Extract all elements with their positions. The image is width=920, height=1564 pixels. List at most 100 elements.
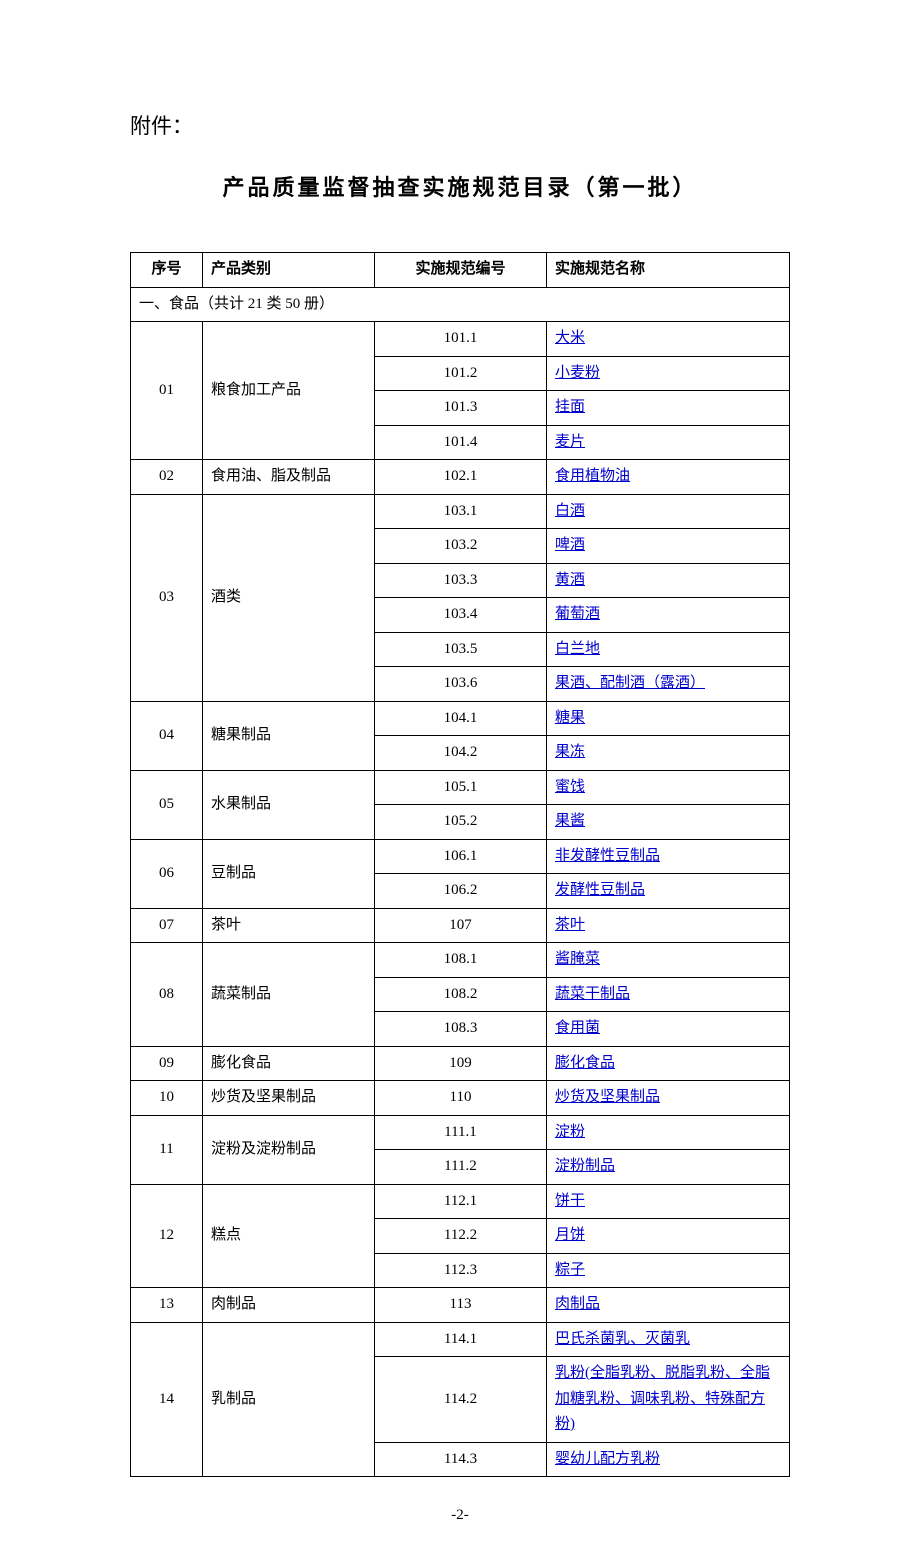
cell-code: 111.2: [375, 1150, 547, 1185]
product-link[interactable]: 非发酵性豆制品: [555, 848, 660, 864]
product-link[interactable]: 蔬菜干制品: [555, 986, 630, 1002]
cell-name: 白酒: [547, 494, 790, 529]
cell-code: 108.1: [375, 943, 547, 978]
cell-code: 110: [375, 1081, 547, 1116]
product-link[interactable]: 炒货及坚果制品: [555, 1089, 660, 1105]
table-body: 一、食品（共计 21 类 50 册）01粮食加工产品101.1 大米 101.2 小麦…: [131, 287, 790, 1477]
cell-category: 水果制品: [203, 770, 375, 839]
table-row: 12糕点112.1饼干: [131, 1184, 790, 1219]
product-link[interactable]: 果冻: [555, 744, 585, 760]
product-link[interactable]: 白兰地: [555, 641, 600, 657]
product-link[interactable]: 挂面: [555, 399, 585, 415]
cell-code: 103.2: [375, 529, 547, 564]
product-link[interactable]: 果酒、配制酒（露酒）: [555, 675, 705, 691]
cell-code: 111.1: [375, 1115, 547, 1150]
cell-name: 啤酒: [547, 529, 790, 564]
header-seq: 序号: [131, 253, 203, 288]
cell-code: 103.6: [375, 667, 547, 702]
cell-name: 非发酵性豆制品: [547, 839, 790, 874]
table-header-row: 序号 产品类别 实施规范编号 实施规范名称: [131, 253, 790, 288]
cell-name: 乳粉(全脂乳粉、脱脂乳粉、全脂加糖乳粉、调味乳粉、特殊配方粉): [547, 1357, 790, 1443]
product-link[interactable]: 粽子: [555, 1262, 585, 1278]
table-row: 11淀粉及淀粉制品111.1淀粉: [131, 1115, 790, 1150]
cell-name: 糖果: [547, 701, 790, 736]
cell-seq: 08: [131, 943, 203, 1047]
table-row: 08蔬菜制品108.1酱腌菜: [131, 943, 790, 978]
cell-name: 炒货及坚果制品: [547, 1081, 790, 1116]
cell-name: 淀粉: [547, 1115, 790, 1150]
product-link[interactable]: 月饼: [555, 1227, 585, 1243]
cell-seq: 03: [131, 494, 203, 701]
catalog-table: 序号 产品类别 实施规范编号 实施规范名称 一、食品（共计 21 类 50 册）…: [130, 252, 790, 1477]
document-page: 附件： 产品质量监督抽查实施规范目录（第一批） 序号 产品类别 实施规范编号 实…: [0, 0, 920, 1564]
cell-code: 105.1: [375, 770, 547, 805]
cell-category: 茶叶: [203, 908, 375, 943]
product-link[interactable]: 麦片: [555, 434, 585, 450]
cell-code: 101.2: [375, 356, 547, 391]
product-link[interactable]: 乳粉(全脂乳粉、脱脂乳粉、全脂加糖乳粉、调味乳粉、特殊配方粉): [555, 1365, 770, 1432]
product-link[interactable]: 发酵性豆制品: [555, 882, 645, 898]
cell-code: 103.3: [375, 563, 547, 598]
product-link[interactable]: 茶叶: [555, 917, 585, 933]
product-link[interactable]: 肉制品: [555, 1296, 600, 1312]
cell-code: 104.2: [375, 736, 547, 771]
table-row: 03酒类103.1白酒: [131, 494, 790, 529]
product-link[interactable]: 白酒: [555, 503, 585, 519]
cell-name: 淀粉制品: [547, 1150, 790, 1185]
cell-seq: 10: [131, 1081, 203, 1116]
cell-category: 肉制品: [203, 1288, 375, 1323]
cell-name: 食用菌: [547, 1012, 790, 1047]
cell-category: 膨化食品: [203, 1046, 375, 1081]
product-link[interactable]: 食用植物油: [555, 468, 630, 484]
cell-category: 食用油、脂及制品: [203, 460, 375, 495]
cell-name: 葡萄酒: [547, 598, 790, 633]
table-row: 05水果制品105.1蜜饯: [131, 770, 790, 805]
cell-code: 101.1: [375, 322, 547, 357]
cell-seq: 01: [131, 322, 203, 460]
cell-code: 103.1: [375, 494, 547, 529]
table-row: 02食用油、脂及制品102.1食用植物油: [131, 460, 790, 495]
product-link[interactable]: 蜜饯: [555, 779, 585, 795]
cell-name: 果酒、配制酒（露酒）: [547, 667, 790, 702]
page-number: -2-: [130, 1507, 790, 1524]
cell-seq: 13: [131, 1288, 203, 1323]
product-link[interactable]: 糖果: [555, 710, 585, 726]
cell-name: 蜜饯: [547, 770, 790, 805]
product-link[interactable]: 膨化食品: [555, 1055, 615, 1071]
product-link[interactable]: 小麦粉: [555, 365, 600, 381]
product-link[interactable]: 酱腌菜: [555, 951, 600, 967]
cell-name: 粽子: [547, 1253, 790, 1288]
product-link[interactable]: 淀粉: [555, 1124, 585, 1140]
product-link[interactable]: 巴氏杀菌乳、灭菌乳: [555, 1331, 690, 1347]
cell-name: 巴氏杀菌乳、灭菌乳: [547, 1322, 790, 1357]
product-link[interactable]: 饼干: [555, 1193, 585, 1209]
cell-category: 糕点: [203, 1184, 375, 1288]
product-link[interactable]: 黄酒: [555, 572, 585, 588]
cell-code: 102.1: [375, 460, 547, 495]
product-link[interactable]: 啤酒: [555, 537, 585, 553]
table-row: 10炒货及坚果制品110炒货及坚果制品: [131, 1081, 790, 1116]
table-row: 13肉制品113肉制品: [131, 1288, 790, 1323]
table-row: 09膨化食品109膨化食品: [131, 1046, 790, 1081]
product-link[interactable]: 果酱: [555, 813, 585, 829]
cell-name: 茶叶: [547, 908, 790, 943]
cell-code: 114.2: [375, 1357, 547, 1443]
cell-code: 112.2: [375, 1219, 547, 1254]
table-row: 04糖果制品104.1糖果: [131, 701, 790, 736]
cell-category: 粮食加工产品: [203, 322, 375, 460]
cell-code: 101.4: [375, 425, 547, 460]
cell-category: 炒货及坚果制品: [203, 1081, 375, 1116]
product-link[interactable]: 食用菌: [555, 1020, 600, 1036]
product-link[interactable]: 大米: [555, 330, 585, 346]
product-link[interactable]: 淀粉制品: [555, 1158, 615, 1174]
cell-code: 101.3: [375, 391, 547, 426]
attachment-prefix: 附件：: [130, 110, 790, 140]
section-row: 一、食品（共计 21 类 50 册）: [131, 287, 790, 322]
product-link[interactable]: 葡萄酒: [555, 606, 600, 622]
cell-category: 乳制品: [203, 1322, 375, 1477]
table-row: 01粮食加工产品101.1大米: [131, 322, 790, 357]
cell-seq: 07: [131, 908, 203, 943]
product-link[interactable]: 婴幼儿配方乳粉: [555, 1451, 660, 1467]
cell-name: 麦片: [547, 425, 790, 460]
cell-name: 果冻: [547, 736, 790, 771]
